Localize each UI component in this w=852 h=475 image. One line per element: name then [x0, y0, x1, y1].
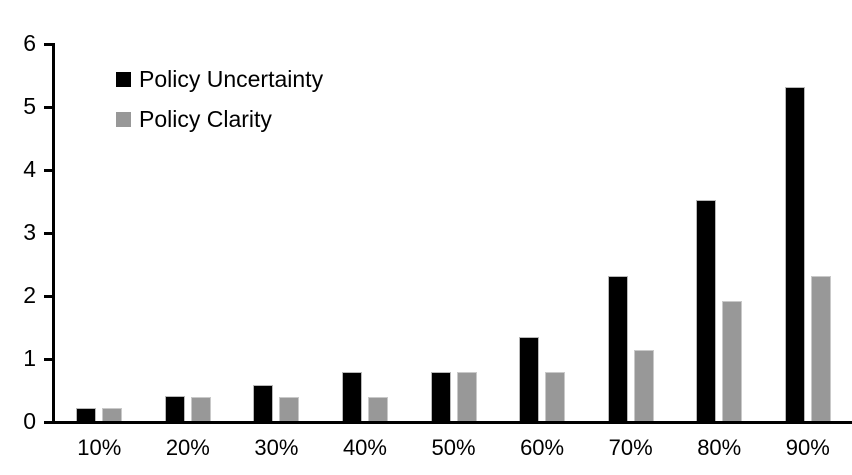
x-tick-label: 20%	[165, 435, 210, 460]
bar-policy-clarity-50%	[456, 372, 477, 421]
y-tick-mark	[44, 43, 53, 46]
bar-policy-uncertainty-40%	[341, 372, 362, 421]
bar-policy-uncertainty-80%	[696, 200, 717, 421]
y-tick-mark	[44, 295, 53, 298]
bar-group-40%	[321, 43, 410, 421]
bar-policy-clarity-10%	[102, 408, 123, 421]
bar-policy-uncertainty-70%	[607, 276, 628, 421]
y-tick-label: 2	[23, 282, 36, 308]
bar-policy-uncertainty-30%	[253, 385, 274, 421]
bar-group-70%	[586, 43, 675, 421]
bar-policy-uncertainty-60%	[519, 337, 540, 421]
chart-legend: Policy Uncertainty Policy Clarity	[116, 64, 323, 134]
bar-group-80%	[675, 43, 764, 421]
bar-policy-uncertainty-20%	[164, 396, 185, 421]
bar-policy-clarity-90%	[810, 276, 831, 421]
x-tick-label: 30%	[254, 435, 299, 460]
x-tick-label: 80%	[697, 435, 742, 460]
x-tick-label: 90%	[785, 435, 830, 460]
x-axis-labels: 10% 20% 30% 40% 50% 60% 70% 80% 90%	[55, 433, 852, 465]
y-tick-mark	[44, 169, 53, 172]
bar-policy-clarity-40%	[367, 397, 388, 421]
bar-group-30%	[232, 43, 321, 421]
bar-group-60%	[498, 43, 587, 421]
x-tick-label: 40%	[342, 435, 387, 460]
legend-label: Policy Uncertainty	[139, 65, 324, 92]
x-tick-label: 50%	[431, 435, 476, 460]
x-tick-label: 10%	[77, 435, 122, 460]
bar-policy-clarity-60%	[545, 372, 566, 421]
y-tick-mark	[44, 358, 53, 361]
y-tick-label: 4	[23, 156, 36, 182]
bar-policy-clarity-80%	[722, 301, 743, 421]
legend-swatch-black-icon	[116, 71, 131, 87]
legend-item-policy-clarity: Policy Clarity	[116, 104, 323, 134]
bar-group-20%	[144, 43, 233, 421]
legend-swatch-gray-icon	[116, 111, 131, 127]
y-tick-label: 3	[23, 219, 36, 245]
bar-policy-clarity-20%	[190, 397, 211, 421]
bar-policy-uncertainty-10%	[76, 408, 97, 421]
bar-policy-clarity-70%	[633, 350, 654, 421]
y-tick-mark	[44, 106, 53, 109]
legend-item-policy-uncertainty: Policy Uncertainty	[116, 64, 323, 94]
plot-area	[55, 43, 852, 421]
y-tick-label: 5	[23, 93, 36, 119]
bar-policy-uncertainty-90%	[784, 87, 805, 421]
y-tick-label: 0	[23, 408, 36, 434]
x-tick-label: 60%	[520, 435, 565, 460]
y-tick-label: 6	[23, 30, 36, 56]
bar-group-90%	[764, 43, 852, 421]
bar-policy-clarity-30%	[279, 397, 300, 421]
bar-policy-uncertainty-50%	[430, 372, 451, 421]
x-tick-label: 70%	[608, 435, 653, 460]
x-axis-line	[45, 421, 852, 424]
bar-group-50%	[409, 43, 498, 421]
bar-group-10%	[55, 43, 144, 421]
y-tick-mark	[44, 232, 53, 235]
legend-label: Policy Clarity	[139, 105, 272, 132]
y-tick-label: 1	[23, 345, 36, 371]
y-axis-line	[52, 43, 55, 424]
